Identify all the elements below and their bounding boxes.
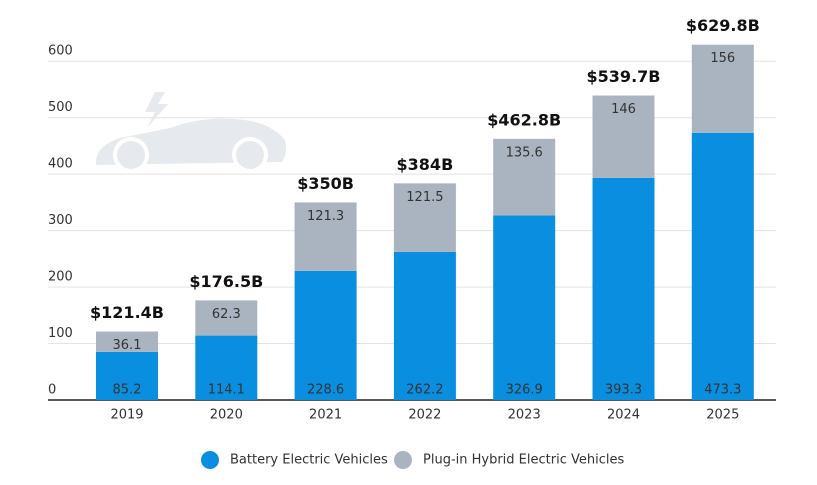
- legend-swatch: [394, 451, 412, 469]
- total-label: $121.4B: [90, 303, 164, 322]
- total-label: $629.8B: [686, 16, 760, 35]
- bar-segment: [493, 138, 556, 216]
- bar-segment: [592, 177, 655, 400]
- x-tick-label: 2022: [408, 408, 441, 423]
- bar-segment: [195, 300, 258, 336]
- value-label: 85.2: [113, 383, 142, 398]
- bar-segment: [195, 335, 258, 400]
- legend-label: Battery Electric Vehicles: [230, 453, 388, 468]
- car-icon: [96, 92, 286, 173]
- value-label: 326.9: [506, 383, 543, 398]
- bar-segment: [96, 331, 158, 352]
- bar-segment: [294, 270, 357, 400]
- y-tick-label: 0: [48, 383, 56, 398]
- value-label: 156: [710, 51, 735, 66]
- y-tick-label: 600: [48, 44, 73, 59]
- bar-segment: [393, 183, 456, 252]
- x-tick-label: 2023: [508, 408, 541, 423]
- legend-swatch: [201, 451, 219, 469]
- y-tick-label: 400: [48, 157, 73, 172]
- legend-label: Plug-in Hybrid Electric Vehicles: [423, 453, 624, 468]
- total-label: $350B: [297, 174, 354, 193]
- bar-segment: [691, 44, 754, 133]
- value-label: 121.3: [307, 209, 344, 224]
- y-tick-label: 100: [48, 326, 73, 341]
- total-label: $539.7B: [587, 67, 661, 86]
- x-tick-label: 2021: [309, 408, 342, 423]
- value-label: 121.5: [406, 190, 443, 205]
- bar-segment: [294, 202, 357, 271]
- total-label: $176.5B: [189, 272, 263, 291]
- total-label: $462.8B: [487, 110, 561, 129]
- x-tick-label: 2019: [110, 408, 143, 423]
- x-tick-label: 2020: [210, 408, 243, 423]
- value-label: 393.3: [605, 383, 642, 398]
- bar-segment: [493, 215, 556, 400]
- value-label: 62.3: [212, 307, 241, 322]
- value-label: 36.1: [113, 338, 142, 353]
- bar-segment: [691, 132, 754, 401]
- value-label: 473.3: [704, 383, 741, 398]
- y-tick-label: 200: [48, 270, 73, 285]
- y-tick-label: 300: [48, 213, 73, 228]
- bar-segment: [393, 251, 456, 400]
- y-tick-label: 500: [48, 100, 73, 115]
- bar-segment: [592, 95, 655, 178]
- total-label: $384B: [397, 155, 454, 174]
- value-label: 228.6: [307, 383, 344, 398]
- bar-segment: [96, 351, 158, 400]
- x-tick-label: 2024: [607, 408, 640, 423]
- value-label: 114.1: [208, 383, 245, 398]
- x-tick-label: 2025: [706, 408, 739, 423]
- value-label: 135.6: [506, 145, 543, 160]
- value-label: 146: [611, 102, 636, 117]
- value-label: 262.2: [406, 383, 443, 398]
